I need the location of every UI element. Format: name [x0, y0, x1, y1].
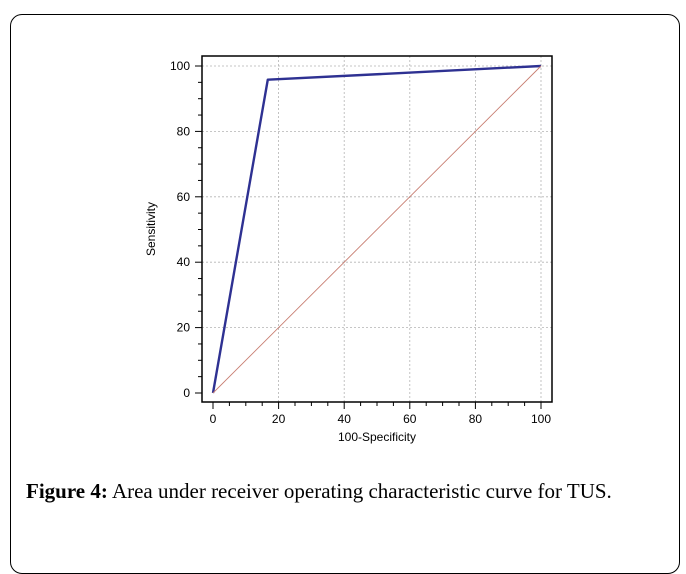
x-tick-label: 0 — [210, 412, 217, 426]
y-tick-label: 100 — [170, 59, 190, 73]
y-axis-title: Sensitivity — [144, 202, 158, 256]
y-tick-label: 60 — [177, 190, 191, 204]
y-tick-label: 80 — [177, 124, 191, 138]
x-tick-label: 40 — [338, 412, 352, 426]
reference-diagonal-line — [212, 65, 542, 394]
roc-curve-line — [211, 64, 542, 394]
figure-frame — [10, 14, 680, 574]
figure-caption: Figure 4: Area under receiver operating … — [26, 477, 662, 505]
y-tick-label: 20 — [177, 321, 191, 335]
x-tick-label: 20 — [272, 412, 286, 426]
y-tick-label: 0 — [183, 386, 190, 400]
series-layer — [211, 64, 542, 394]
x-tick-label: 60 — [403, 412, 417, 426]
figure-label: Figure 4: — [26, 479, 108, 503]
grid-lines — [202, 56, 552, 402]
y-tick-label: 40 — [177, 255, 191, 269]
axes: 0 20 40 60 80 100 0 20 40 60 80 100 — [170, 55, 553, 426]
x-axis-title: 100-Specificity — [338, 430, 416, 444]
figure-caption-text: Area under receiver operating characteri… — [111, 479, 612, 503]
x-tick-label: 80 — [469, 412, 483, 426]
roc-chart: 0 20 40 60 80 100 0 20 40 60 80 100 100-Specificity… — [144, 55, 553, 444]
x-tick-label: 100 — [531, 412, 551, 426]
